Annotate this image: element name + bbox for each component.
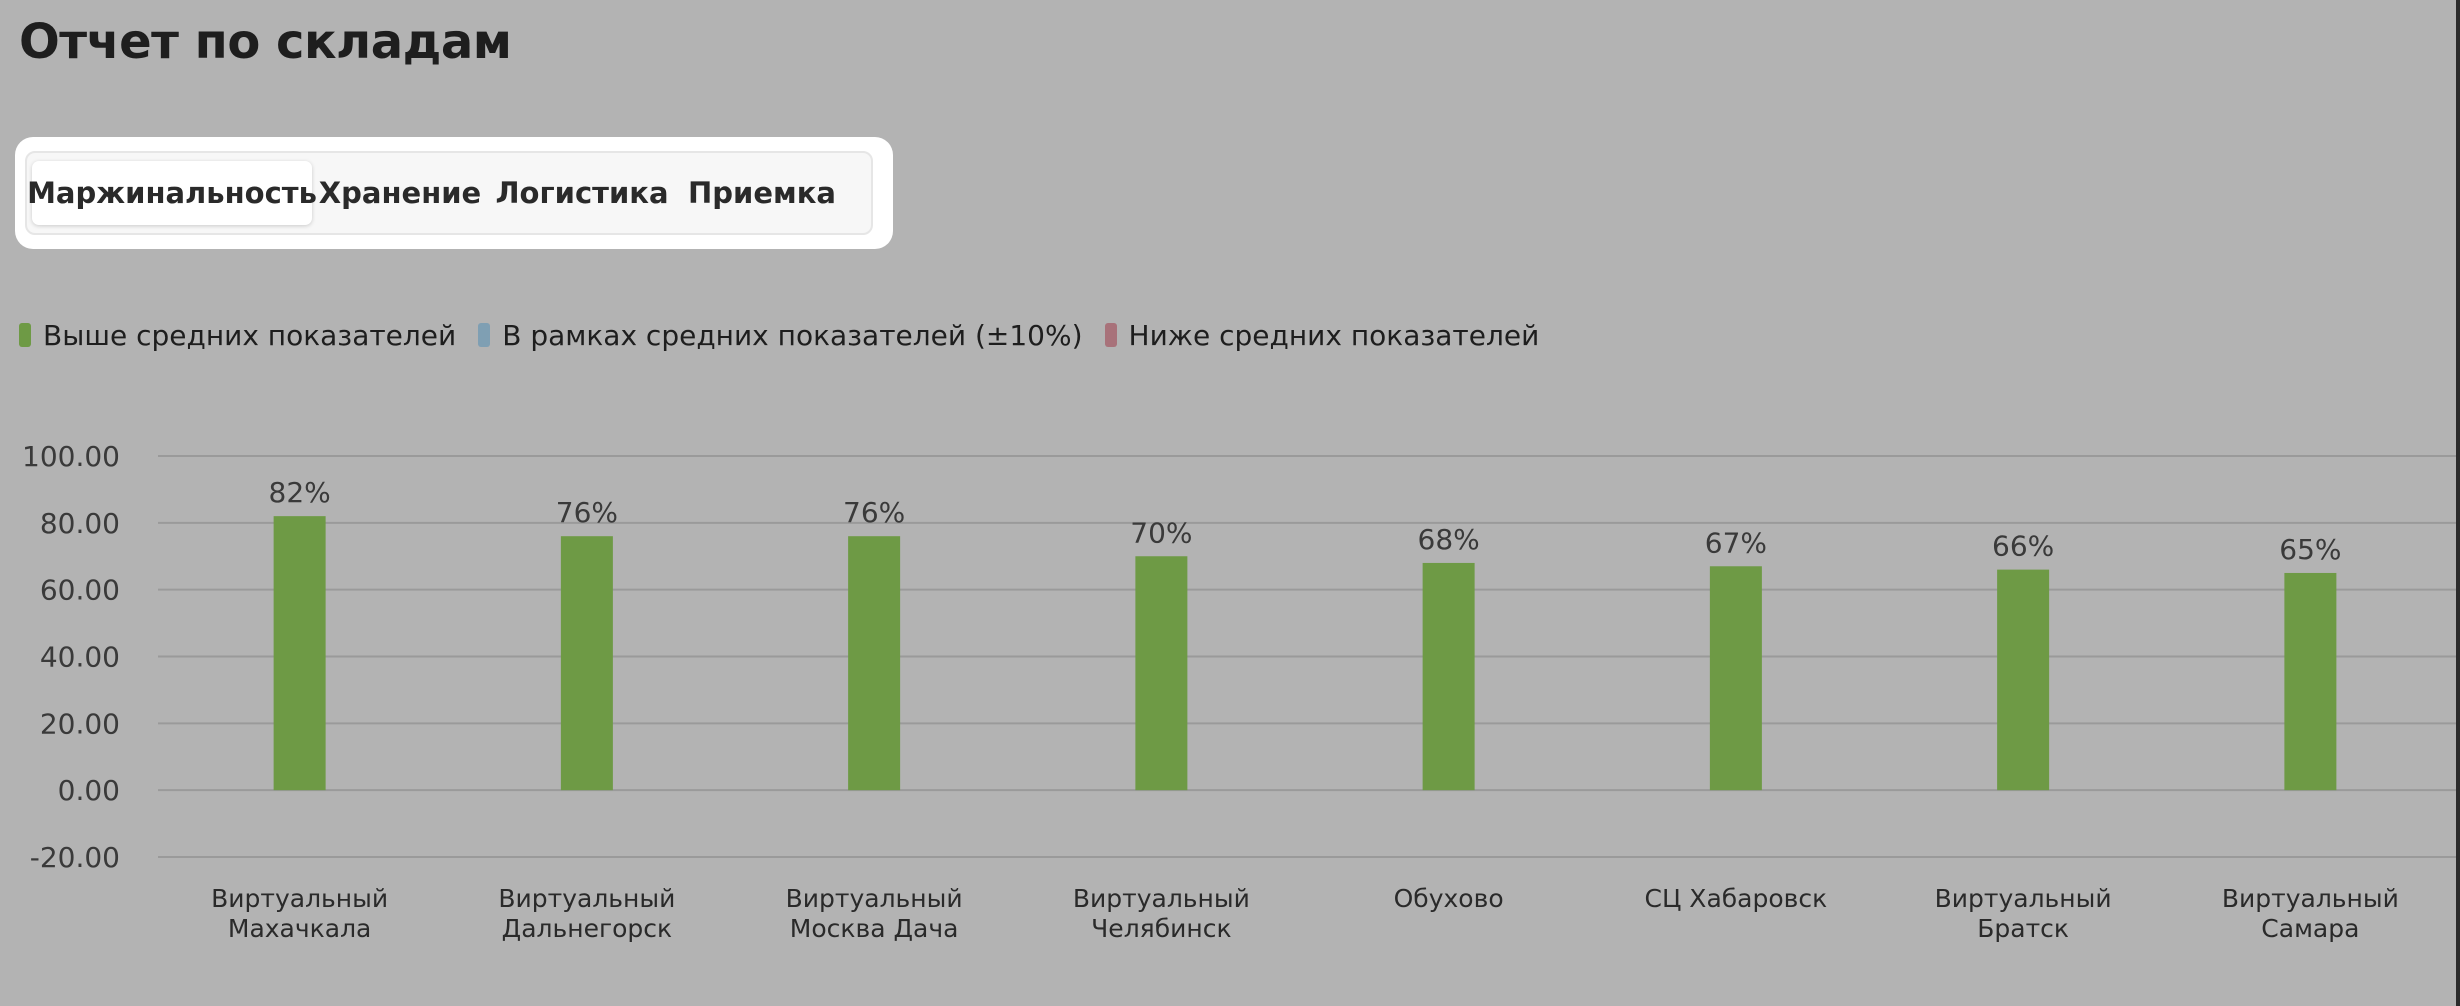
y-tick-label: 20.00 [40, 707, 120, 740]
bar [1422, 562, 1475, 791]
bar [560, 536, 613, 791]
data-label: 82% [269, 476, 331, 509]
x-tick-label: Самара [2261, 914, 2359, 943]
legend-item-above[interactable]: Выше средних показателей [19, 319, 456, 352]
y-tick-label: 40.00 [40, 641, 120, 674]
y-tick-label: 80.00 [40, 507, 120, 540]
legend-swatch-below [1104, 323, 1117, 347]
data-label: 66% [1992, 530, 2054, 563]
x-tick-label: Виртуальный [211, 884, 388, 913]
legend-label-above: Выше средних показателей [43, 318, 457, 352]
x-tick-label: Махачкала [228, 914, 372, 943]
data-label: 76% [556, 496, 618, 529]
legend-item-within[interactable]: В рамках средних показателей (±10%) [478, 318, 1083, 352]
x-tick-label: Виртуальный [2222, 884, 2399, 913]
bar-chart: 100.00 80.00 60.00 40.00 20.00 0.00 -20.00 82% В… [22, 440, 2456, 943]
legend-swatch-above [19, 323, 31, 347]
legend-label-below: Ниже средних показателей [1128, 318, 1540, 352]
y-tick-label: 0.00 [58, 774, 120, 807]
bar [848, 536, 901, 791]
y-tick-label: 60.00 [40, 574, 120, 607]
tabs-card: Маржинальность Хранение Логистика Приемк… [15, 137, 893, 249]
bar [1997, 569, 2050, 791]
x-tick-label: Обухово [1394, 884, 1504, 913]
data-label: 70% [1130, 516, 1192, 549]
bar [2284, 572, 2337, 791]
bar [1135, 556, 1188, 791]
x-tick-label: Братск [1977, 914, 2069, 943]
legend-label-within: В рамках средних показателей (±10%) [502, 318, 1083, 352]
x-tick-label: Дальнегорск [502, 914, 672, 943]
x-tick-label: Виртуальный [1073, 884, 1250, 913]
x-tick-label: Виртуальный [498, 884, 675, 913]
legend-swatch-within [478, 323, 491, 347]
x-tick-label: Виртуальный [1935, 884, 2112, 913]
tab-acceptance[interactable]: Приемка [688, 176, 836, 210]
chart-legend: Выше средних показателей В рамках средни… [19, 318, 1561, 352]
data-label: 65% [2279, 533, 2341, 566]
bar [1709, 566, 1762, 791]
tab-logistics[interactable]: Логистика [495, 176, 669, 210]
y-tick-label: -20.00 [30, 841, 120, 874]
window-edge [2456, 0, 2460, 1006]
x-tick-label: Москва Дача [790, 914, 959, 943]
tab-marginality[interactable]: Маржинальность [27, 161, 317, 225]
tab-storage[interactable]: Хранение [318, 176, 482, 210]
data-label: 67% [1705, 526, 1767, 559]
data-label: 76% [843, 496, 905, 529]
data-label: 68% [1418, 523, 1480, 556]
tabs-bar: Маржинальность Хранение Логистика Приемк… [25, 151, 873, 235]
x-tick-label: СЦ Хабаровск [1645, 884, 1828, 913]
y-tick-label: 100.00 [22, 440, 120, 473]
bar [273, 516, 326, 791]
x-tick-label: Челябинск [1091, 914, 1231, 943]
legend-item-below[interactable]: Ниже средних показателей [1104, 318, 1540, 352]
page-title: Отчет по складам [19, 14, 512, 70]
x-tick-label: Виртуальный [786, 884, 963, 913]
